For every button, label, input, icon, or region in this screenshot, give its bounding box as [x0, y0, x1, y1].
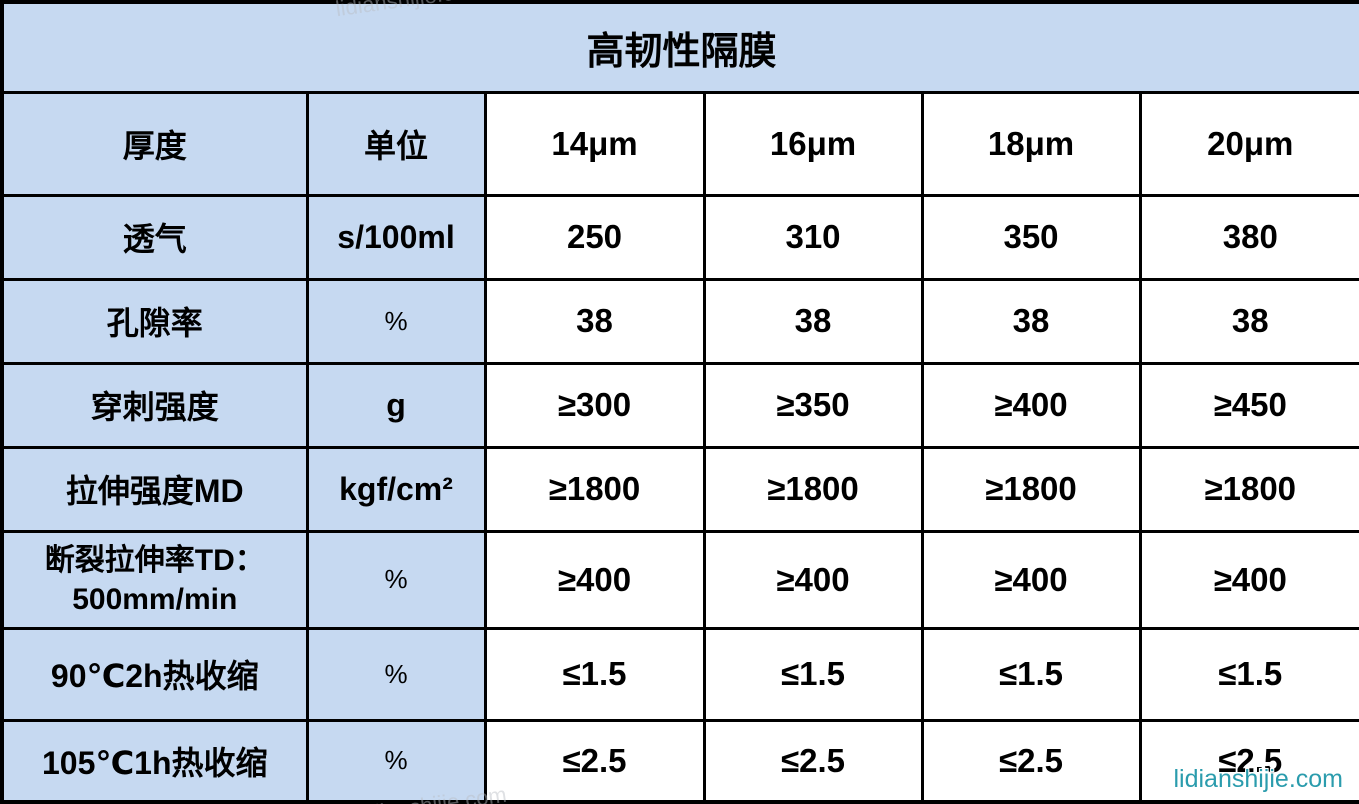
- row-value: ≥1800: [920, 445, 1142, 533]
- row-unit: %: [305, 277, 487, 365]
- row-property: 孔隙率: [0, 277, 309, 365]
- row-value: ≥400: [702, 529, 924, 630]
- row-value: ≥400: [920, 361, 1142, 449]
- header-thickness-20: 20μm: [1138, 90, 1359, 197]
- table-row-air-permeability: 透气 s/100ml 250 310 350 380: [0, 193, 1359, 281]
- row-unit: %: [305, 529, 487, 630]
- row-value: 380: [1138, 193, 1359, 281]
- row-value: ≤2.5: [483, 718, 706, 804]
- row-unit: %: [305, 626, 487, 722]
- row-value: ≥1800: [702, 445, 924, 533]
- title-row: 高韧性隔膜: [0, 0, 1359, 94]
- row-property: 90℃2h热收缩: [0, 626, 309, 722]
- table-row-heat-shrink-105c: 105℃1h热收缩 % ≤2.5 ≤2.5 ≤2.5 ≤2.5: [0, 718, 1359, 804]
- row-value: ≥450: [1138, 361, 1359, 449]
- row-value: ≥1800: [1138, 445, 1359, 533]
- header-thickness-16: 16μm: [702, 90, 924, 197]
- row-value: ≤1.5: [483, 626, 706, 722]
- header-unit: 单位: [305, 90, 487, 197]
- row-value: ≥350: [702, 361, 924, 449]
- table-row-porosity: 孔隙率 % 38 38 38 38: [0, 277, 1359, 365]
- row-value: 250: [483, 193, 706, 281]
- row-value: 310: [702, 193, 924, 281]
- header-thickness-18: 18μm: [920, 90, 1142, 197]
- header-property: 厚度: [0, 90, 309, 197]
- row-unit: g: [305, 361, 487, 449]
- row-value: 38: [483, 277, 706, 365]
- row-value: 38: [920, 277, 1142, 365]
- row-property: 断裂拉伸率TD： 500mm/min: [0, 529, 309, 630]
- header-row: 厚度 单位 14μm 16μm 18μm 20μm: [0, 90, 1359, 197]
- row-value: ≥300: [483, 361, 706, 449]
- row-value: ≥400: [483, 529, 706, 630]
- row-value: ≤1.5: [920, 626, 1142, 722]
- row-value: 350: [920, 193, 1142, 281]
- site-watermark: lidianshijie.com: [1173, 765, 1343, 793]
- row-value: ≤2.5: [1138, 718, 1359, 804]
- row-value: 38: [702, 277, 924, 365]
- row-value: 38: [1138, 277, 1359, 365]
- header-thickness-14: 14μm: [483, 90, 706, 197]
- table-row-puncture-strength: 穿刺强度 g ≥300 ≥350 ≥400 ≥450: [0, 361, 1359, 449]
- table-title: 高韧性隔膜: [0, 0, 1359, 94]
- row-unit: %: [305, 718, 487, 804]
- row-value: ≤2.5: [702, 718, 924, 804]
- row-property: 穿刺强度: [0, 361, 309, 449]
- row-value: ≥400: [920, 529, 1142, 630]
- row-property: 透气: [0, 193, 309, 281]
- row-unit: kgf/cm²: [305, 445, 487, 533]
- row-value: ≤1.5: [702, 626, 924, 722]
- row-value: ≤1.5: [1138, 626, 1359, 722]
- table-row-tensile-strength-md: 拉伸强度MD kgf/cm² ≥1800 ≥1800 ≥1800 ≥1800: [0, 445, 1359, 533]
- table-row-elongation-td: 断裂拉伸率TD： 500mm/min % ≥400 ≥400 ≥400 ≥400: [0, 529, 1359, 630]
- row-property: 拉伸强度MD: [0, 445, 309, 533]
- table-row-heat-shrink-90c: 90℃2h热收缩 % ≤1.5 ≤1.5 ≤1.5 ≤1.5: [0, 626, 1359, 722]
- row-value: ≥400: [1138, 529, 1359, 630]
- row-unit: s/100ml: [305, 193, 487, 281]
- row-value: ≤2.5: [920, 718, 1142, 804]
- row-value: ≥1800: [483, 445, 706, 533]
- row-property: 105℃1h热收缩: [0, 718, 309, 804]
